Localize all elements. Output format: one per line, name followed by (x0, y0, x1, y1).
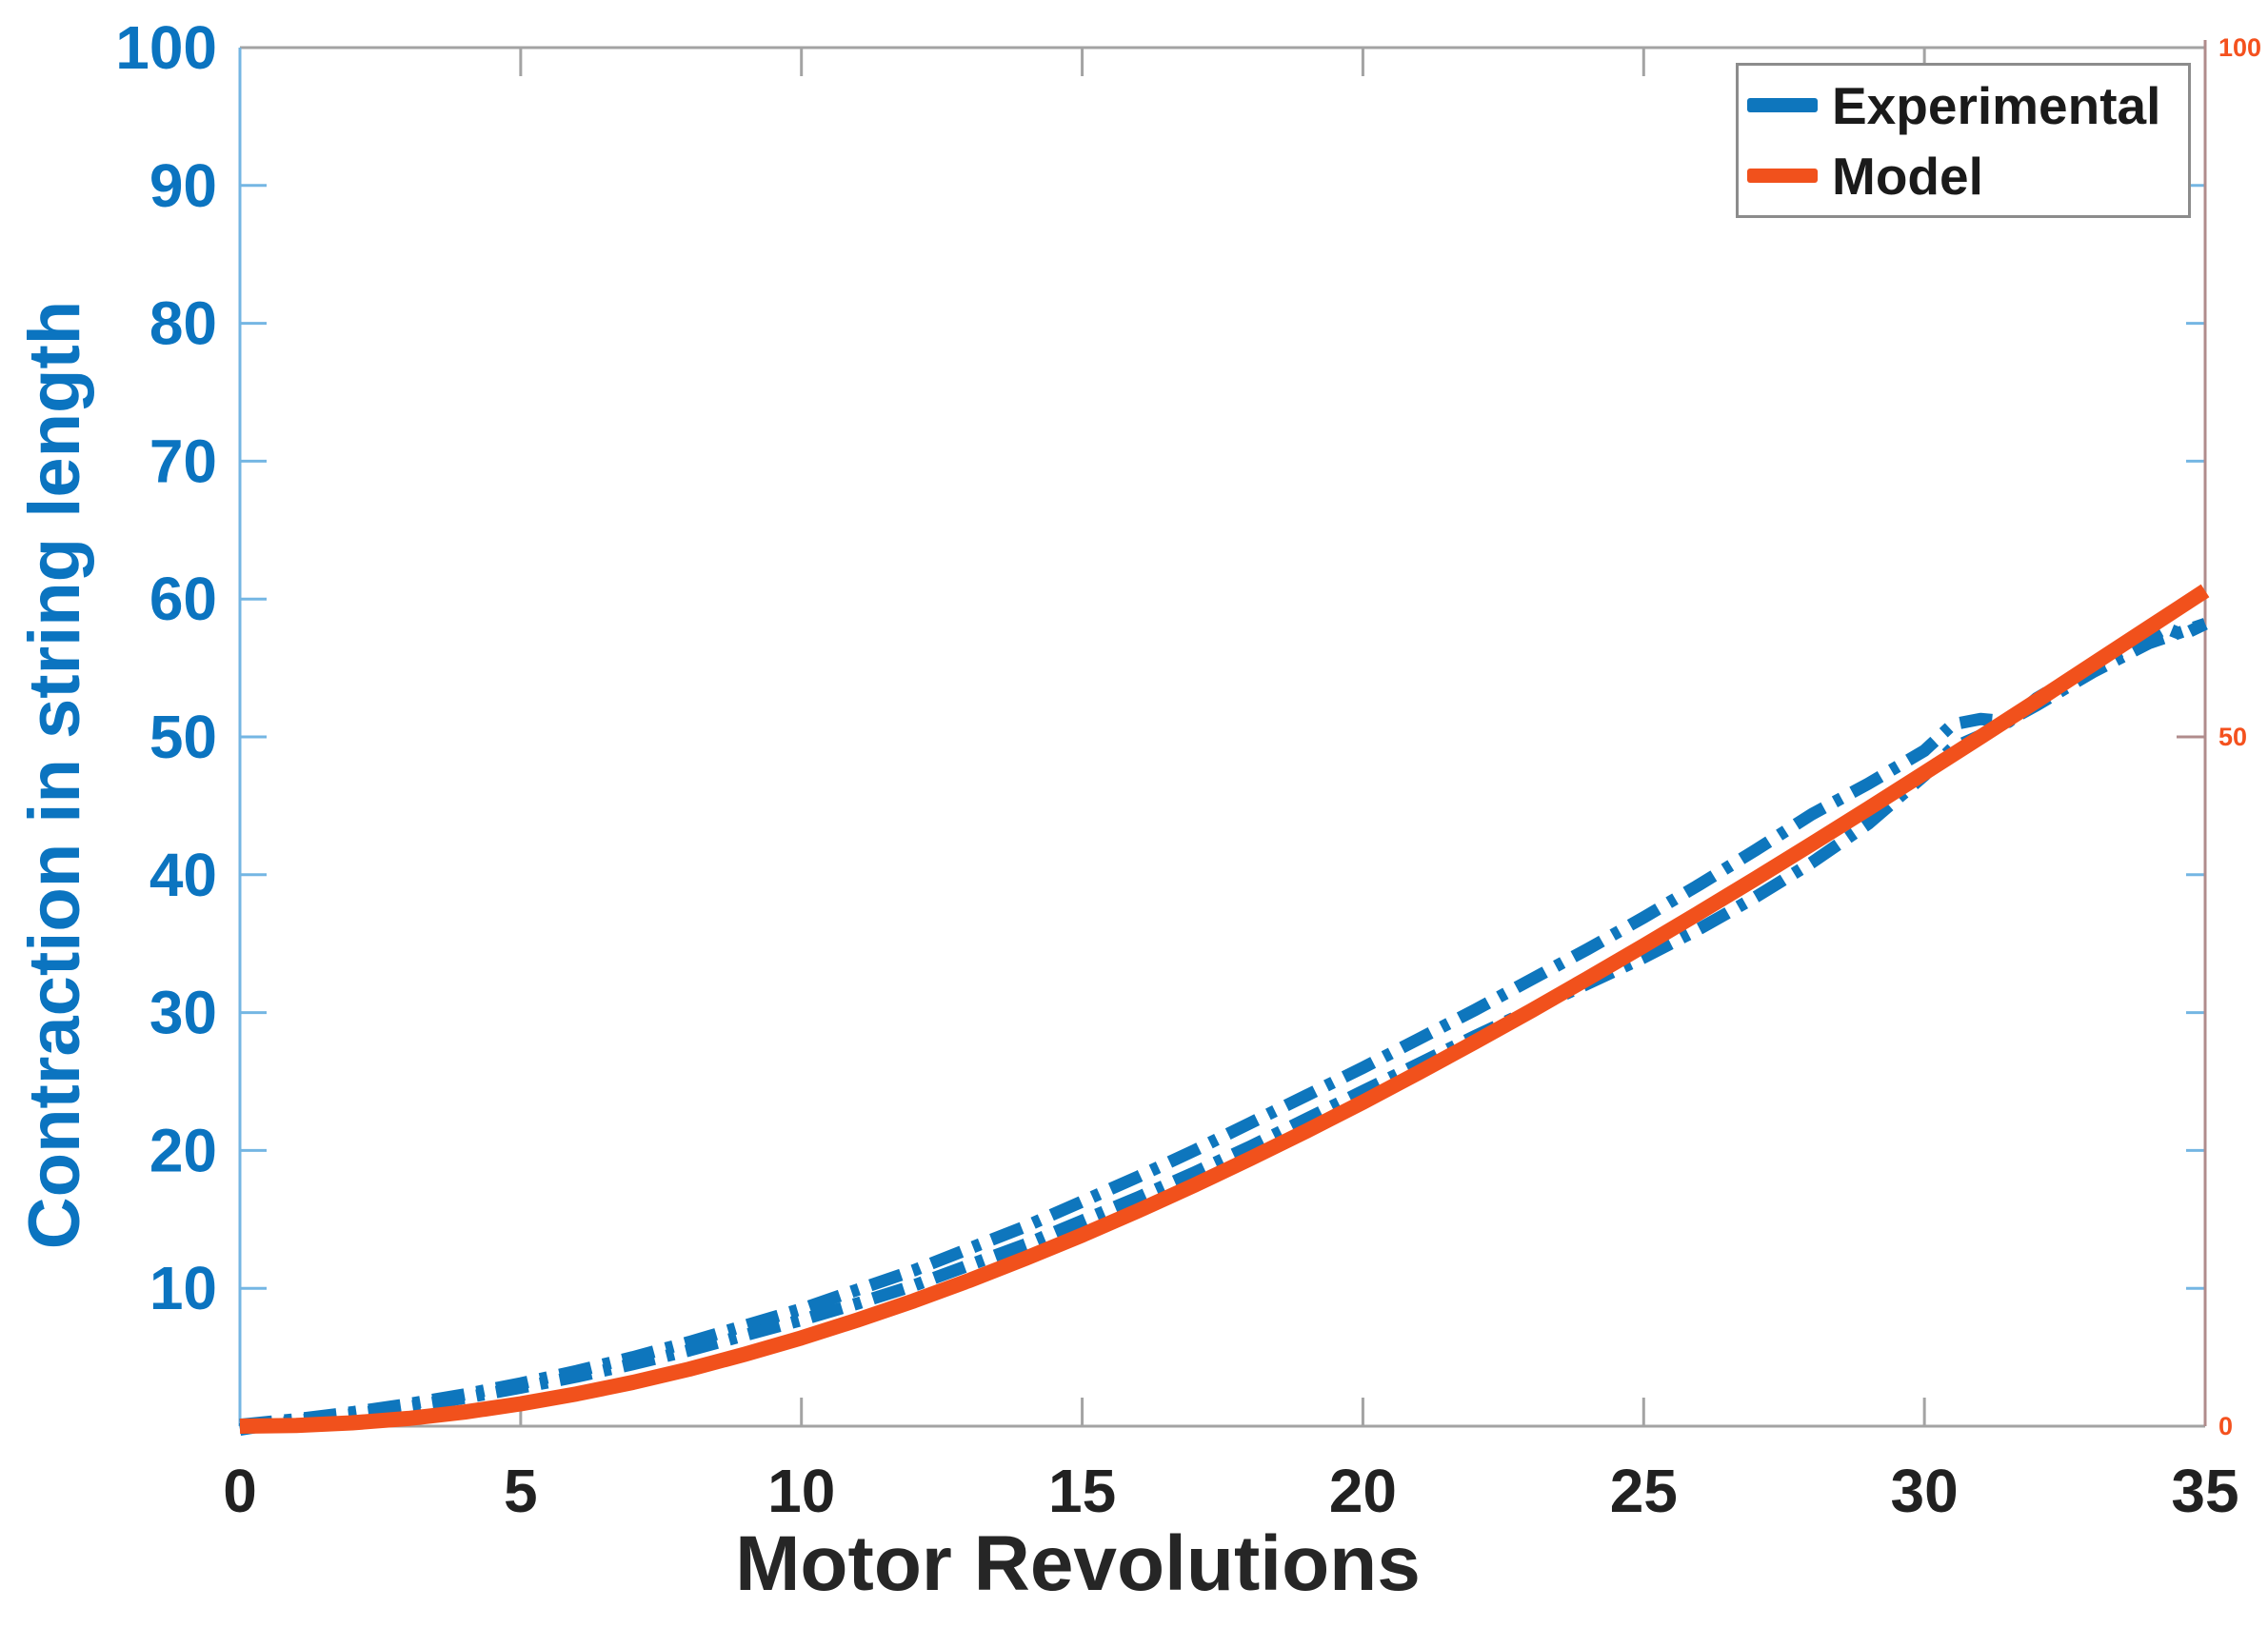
x-tick-label: 10 (767, 1457, 835, 1525)
y-tick-label-left: 90 (149, 151, 217, 220)
legend-item-experimental: Experimental (1747, 74, 2188, 137)
x-axis-label: Motor Revolutions (735, 1520, 1421, 1607)
x-tick-label: 25 (1610, 1457, 1678, 1525)
series-model (239, 584, 2210, 1434)
legend-line-sample-model (1747, 169, 1818, 183)
axis-tick-labels: 0 5 10 15 20 25 30 35 10 20 30 40 50 60 70 80 90 100 0 50 10… (115, 13, 2261, 1525)
legend-label-experimental: Experimental (1832, 75, 2161, 135)
y-tick-label-left: 60 (149, 565, 217, 633)
y-tick-label-left: 80 (149, 289, 217, 358)
x-tick-label: 35 (2171, 1457, 2238, 1525)
series-experimental-upper-trace- (239, 618, 2208, 1432)
y-tick-label-left: 30 (149, 979, 217, 1047)
y-axis-label: Contraction in string length (14, 300, 95, 1250)
y-tick-label-left: 10 (149, 1254, 217, 1322)
x-tick-label: 20 (1329, 1457, 1397, 1525)
legend-label-model: Model (1832, 146, 1983, 206)
data-series (238, 584, 2210, 1437)
y-tick-label-right: 50 (2218, 723, 2247, 751)
y-tick-label-left: 40 (149, 841, 217, 909)
y-tick-label-right: 100 (2218, 33, 2261, 62)
x-tick-label: 0 (223, 1457, 257, 1525)
y-tick-label-right: 0 (2218, 1412, 2233, 1440)
x-tick-label: 30 (1891, 1457, 1959, 1525)
axis-spines (238, 40, 2207, 1428)
x-tick-label: 15 (1048, 1457, 1116, 1525)
legend-line-sample-experimental (1747, 98, 1818, 112)
legend-item-model: Model (1747, 145, 2188, 208)
series-experimental-lower-trace- (238, 618, 2208, 1437)
y-tick-label-left: 70 (149, 427, 217, 495)
x-tick-label: 5 (504, 1457, 538, 1525)
axis-ticks (238, 46, 2207, 1428)
y-tick-label-left: 20 (149, 1116, 217, 1184)
y-tick-label-left: 100 (115, 13, 217, 82)
y-tick-label-left: 50 (149, 703, 217, 771)
legend: Experimental Model (1736, 63, 2191, 218)
